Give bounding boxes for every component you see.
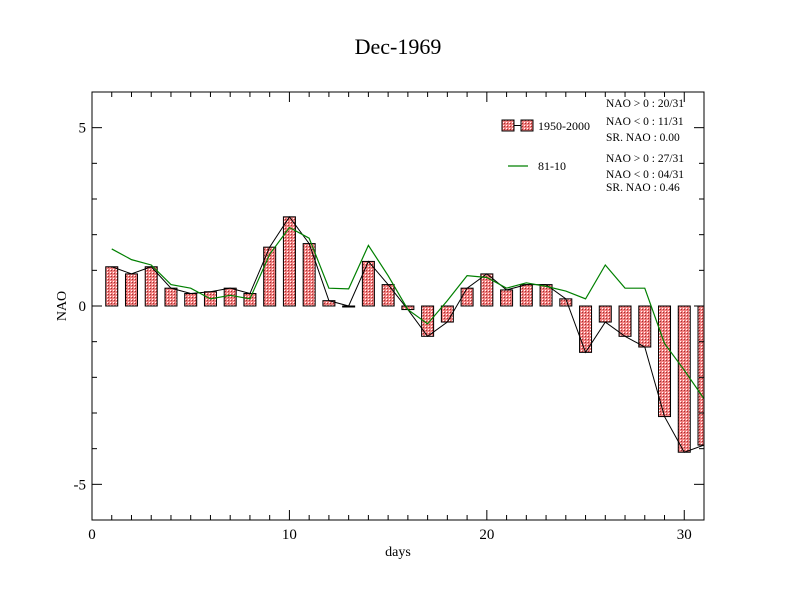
x-axis-ticks: 0 10 20 30 — [88, 92, 705, 543]
x-tick-label: 0 — [88, 527, 96, 543]
bar-day-7 — [223, 287, 237, 307]
bar-day-14 — [361, 260, 375, 307]
bar-day-20 — [480, 273, 494, 307]
y-axis-ticks: -5 0 5 — [74, 91, 704, 521]
x-tick-label: 10 — [282, 527, 297, 543]
bar-day-19 — [460, 287, 474, 307]
legend-bar-swatch-left — [501, 119, 515, 132]
bar-day-21 — [500, 289, 514, 307]
chart-title: Dec-1969 — [355, 34, 442, 59]
bar-day-15 — [381, 284, 395, 307]
stat-1950-sr: SR. NAO : 0.00 — [606, 132, 680, 144]
bar-day-3 — [144, 266, 158, 307]
stat-8110-sr: SR. NAO : 0.46 — [606, 182, 680, 194]
bar-day-4 — [164, 287, 178, 307]
bar-day-5 — [184, 293, 198, 307]
line-1950-2000 — [111, 215, 704, 453]
y-tick-label: -5 — [74, 477, 87, 493]
bar-day-31 — [697, 305, 704, 446]
x-tick-label: 20 — [479, 527, 494, 543]
bar-day-22 — [519, 284, 533, 307]
y-tick-label: 5 — [79, 121, 87, 137]
line-series-group — [111, 215, 704, 453]
bar-day-28 — [638, 305, 652, 348]
bar-series-1950-2000 — [105, 216, 704, 453]
bar-day-1 — [105, 266, 119, 307]
legend-bar-swatch-right — [520, 119, 534, 132]
bar-day-11 — [302, 243, 316, 307]
x-tick-label: 30 — [677, 527, 692, 543]
bar-day-8 — [243, 293, 257, 307]
bar-day-26 — [598, 305, 612, 323]
bar-day-27 — [618, 305, 632, 337]
stat-8110-pos: NAO > 0 : 27/31 — [606, 153, 684, 165]
legend-label-81-10: 81-10 — [538, 159, 566, 173]
stat-1950-pos: NAO > 0 : 20/31 — [606, 98, 684, 110]
bar-day-2 — [124, 273, 138, 307]
x-axis-label: days — [385, 545, 411, 560]
legend-label-1950-2000: 1950-2000 — [538, 119, 590, 133]
bar-day-30 — [677, 305, 691, 453]
y-axis-label: NAO — [55, 291, 70, 321]
stat-1950-neg: NAO < 0 : 11/31 — [606, 116, 684, 128]
y-tick-label: 0 — [79, 299, 87, 315]
stat-8110-neg: NAO < 0 : 04/31 — [606, 169, 684, 181]
line-81-10 — [111, 226, 704, 400]
legend: 1950-2000 81-10 NAO > 0 : 20/31 NAO < 0 … — [501, 98, 684, 194]
